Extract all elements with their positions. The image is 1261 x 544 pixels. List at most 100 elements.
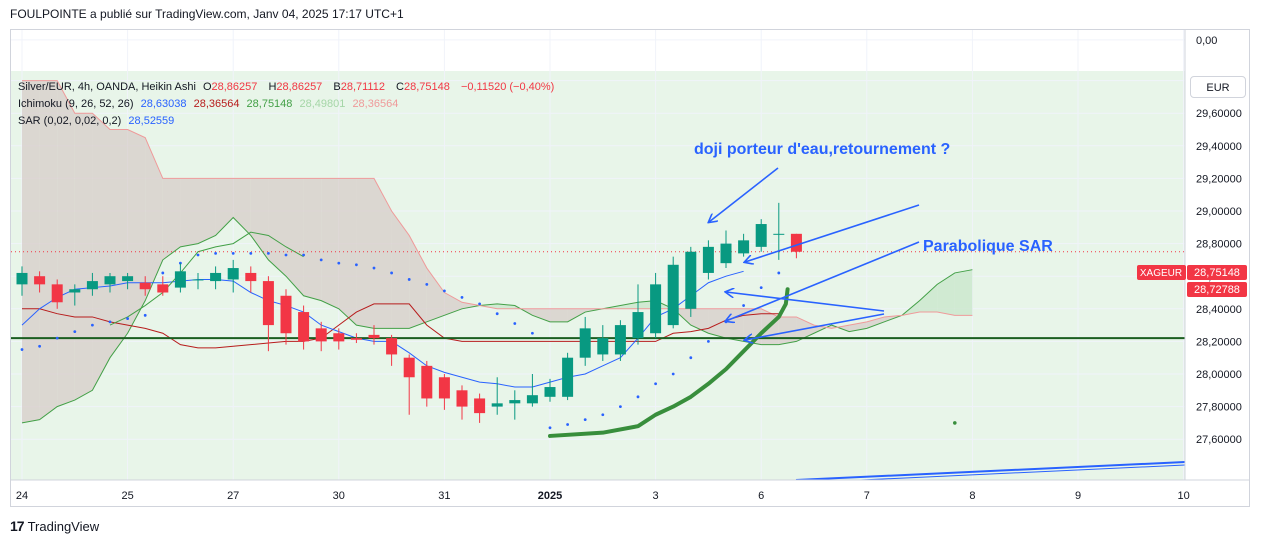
sar-dot xyxy=(742,304,745,307)
candle-body xyxy=(491,403,503,407)
candle-body xyxy=(667,264,679,326)
sar-dot xyxy=(55,336,59,340)
x-axis-ticks: 24 25 27 30 31 2025 3 6 7 8 9 10 xyxy=(16,490,1190,502)
cloud-segment xyxy=(937,272,955,316)
sar-dot xyxy=(566,423,569,426)
sar-dot xyxy=(478,302,481,306)
candle-body xyxy=(157,284,169,293)
legend-symbol-row: Silver/EUR, 4h, OANDA, Heikin Ashi O28,8… xyxy=(18,79,558,96)
candle-body xyxy=(614,325,626,355)
candle-body xyxy=(280,295,292,334)
candle-body xyxy=(509,400,521,404)
sar-dot xyxy=(671,372,675,376)
cloud-segment xyxy=(268,178,286,277)
sar-dot xyxy=(267,251,270,255)
x-tick-label: 2025 xyxy=(538,490,562,502)
cloud-segment xyxy=(866,316,885,329)
currency-button[interactable]: EUR xyxy=(1190,76,1246,98)
senkou-span-b-line xyxy=(22,80,973,329)
sar-dot xyxy=(108,320,112,324)
sar-dot xyxy=(38,344,41,348)
candle-body xyxy=(456,390,468,407)
x-tick-label: 31 xyxy=(438,490,450,502)
candle-body xyxy=(245,272,257,282)
candle-body xyxy=(386,338,398,355)
y-tick-label: 0,00 xyxy=(1196,35,1217,47)
kijun-line xyxy=(22,303,779,349)
tradingview-logo-icon[interactable]: 17 xyxy=(10,518,25,534)
candle-body xyxy=(139,282,151,290)
candle-body xyxy=(702,246,714,273)
legend-sar-label[interactable]: SAR (0,02, 0,02, 0,2) xyxy=(18,115,122,127)
cloud-segment xyxy=(303,178,322,301)
candle-body xyxy=(69,289,81,293)
candle-body xyxy=(720,243,732,264)
senkou-span-a-line xyxy=(21,216,973,424)
ichimoku-tenkan-value: 28,63038 xyxy=(140,98,187,110)
x-tick-label: 25 xyxy=(121,490,133,502)
x-tick-label: 9 xyxy=(1075,490,1081,502)
y-tick-label: 27,80000 xyxy=(1196,402,1242,414)
x-tick-label: 3 xyxy=(653,490,659,502)
candle-body xyxy=(16,272,28,285)
symbol-tag: XAGEUR xyxy=(1137,265,1186,280)
sar-dot xyxy=(407,278,411,281)
cloud-segment xyxy=(708,308,726,339)
x-tick-label: 7 xyxy=(864,490,870,502)
cloud-segment xyxy=(462,302,480,309)
sar-highlight-curve xyxy=(548,287,790,438)
sar-dot xyxy=(126,317,129,320)
trend-line xyxy=(795,461,1185,480)
cloud-segment xyxy=(409,235,427,329)
chikou-line xyxy=(109,231,304,326)
legend-change: −0,11520 (−0,40%) xyxy=(460,81,555,93)
legend-h-label: H xyxy=(268,81,277,93)
candle-body xyxy=(790,233,802,252)
cloud-segment xyxy=(215,178,234,236)
candle-body xyxy=(544,387,556,397)
sar-dot xyxy=(548,426,552,430)
candle-body xyxy=(174,271,186,288)
sar-dot xyxy=(425,282,429,286)
y-tick-label: 29,40000 xyxy=(1196,141,1242,153)
candle-body xyxy=(421,365,433,399)
x-tick-label: 8 xyxy=(969,490,975,502)
cloud-segment xyxy=(374,178,392,329)
y-tick-label: 28,40000 xyxy=(1196,304,1242,316)
sar-dot xyxy=(231,251,235,255)
candle-body xyxy=(350,338,362,340)
legend-symbol[interactable]: Silver/EUR, 4h, OANDA, Heikin Ashi xyxy=(18,81,196,93)
sar-dot xyxy=(143,313,147,317)
ichimoku-chikou-value: 28,75148 xyxy=(246,98,293,110)
y-tick-label: 29,60000 xyxy=(1196,108,1242,120)
sar-dot xyxy=(20,348,24,351)
drawings xyxy=(548,167,1185,480)
sar-dot xyxy=(73,330,77,334)
legend-ichimoku-label[interactable]: Ichimoku (9, 26, 52, 26) xyxy=(18,98,134,110)
cloud-segment xyxy=(286,178,304,296)
sar-dot xyxy=(319,258,323,262)
sar-dot xyxy=(654,382,657,386)
cloud-segment xyxy=(198,178,216,244)
candle-body xyxy=(262,281,274,326)
sar-dot xyxy=(284,253,288,257)
sar-dot xyxy=(583,418,587,422)
candle-body xyxy=(51,284,63,303)
tradingview-brand[interactable]: TradingView xyxy=(27,518,100,534)
cloud-segment xyxy=(127,129,146,334)
sar-dot xyxy=(372,266,376,270)
x-tick-label: 6 xyxy=(758,490,764,502)
candle-body xyxy=(438,377,450,399)
candle-body xyxy=(403,357,415,378)
cloud-segment xyxy=(919,284,938,313)
annotation-doji: doji porteur d'eau,retournement ? xyxy=(694,141,950,158)
sar-price-text: 28,72788 xyxy=(1194,284,1240,296)
cloud-segment xyxy=(690,308,709,334)
legend-o-value: 28,86257 xyxy=(211,81,258,93)
annotation-sar: Parabolique SAR xyxy=(923,238,1053,255)
legend-o-label: O xyxy=(202,81,212,93)
annotation-arrow xyxy=(709,167,779,222)
annotation-arrow xyxy=(726,241,920,321)
cloud-segment xyxy=(250,178,269,260)
